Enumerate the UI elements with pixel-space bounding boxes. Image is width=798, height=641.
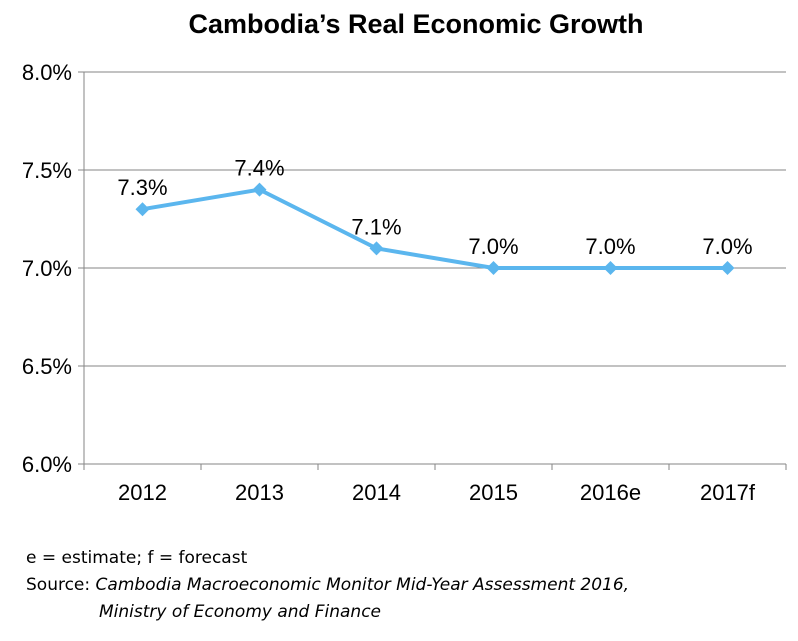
y-tick-label: 6.0%	[22, 452, 72, 477]
line-chart: Cambodia’s Real Economic Growth 6.0% 6.5%…	[22, 9, 787, 505]
y-tick-label: 8.0%	[22, 60, 72, 85]
estimate-forecast-note: e = estimate; f = forecast	[26, 548, 248, 568]
x-tick-label: 2013	[235, 480, 284, 505]
x-tick-label: 2012	[118, 480, 167, 505]
data-label: 7.0%	[585, 234, 635, 259]
series-line	[140, 187, 730, 270]
data-point-marker	[369, 241, 384, 256]
data-point-marker	[486, 261, 501, 275]
chart-notes: e = estimate; f = forecast Source: Cambo…	[26, 545, 786, 626]
axes	[78, 71, 787, 470]
source-title: Cambodia Macroeconomic Monitor Mid-Year …	[95, 575, 630, 595]
source-note: Source: Cambodia Macroeconomic Monitor M…	[26, 572, 786, 626]
series-markers	[135, 182, 735, 275]
data-point-marker	[603, 261, 618, 275]
data-point-marker	[720, 261, 735, 275]
source-prefix: Source:	[26, 575, 96, 595]
data-label: 7.3%	[117, 175, 167, 200]
x-tick-label: 2017f	[700, 480, 756, 505]
x-axis-tick-labels: 2012 2013 2014 2015 2016e 2017f	[118, 480, 756, 505]
y-tick-label: 6.5%	[22, 354, 72, 379]
chart-title: Cambodia’s Real Economic Growth	[188, 9, 643, 39]
data-point-marker	[252, 182, 267, 197]
data-label: 7.0%	[468, 234, 518, 259]
x-tick-label: 2016e	[580, 480, 641, 505]
y-axis-tick-labels: 6.0% 6.5% 7.0% 7.5% 8.0%	[22, 60, 72, 477]
x-tick-label: 2015	[469, 480, 518, 505]
series-line-layer	[140, 187, 730, 270]
data-labels: 7.3% 7.4% 7.1% 7.0% 7.0% 7.0%	[117, 156, 752, 259]
data-label: 7.0%	[702, 234, 752, 259]
data-point-marker	[135, 202, 150, 217]
source-publisher: Ministry of Economy and Finance	[99, 602, 382, 622]
data-label: 7.1%	[351, 214, 401, 239]
y-tick-label: 7.0%	[22, 256, 72, 281]
x-tick-label: 2014	[352, 480, 401, 505]
data-label: 7.4%	[234, 156, 284, 181]
y-tick-label: 7.5%	[22, 158, 72, 183]
